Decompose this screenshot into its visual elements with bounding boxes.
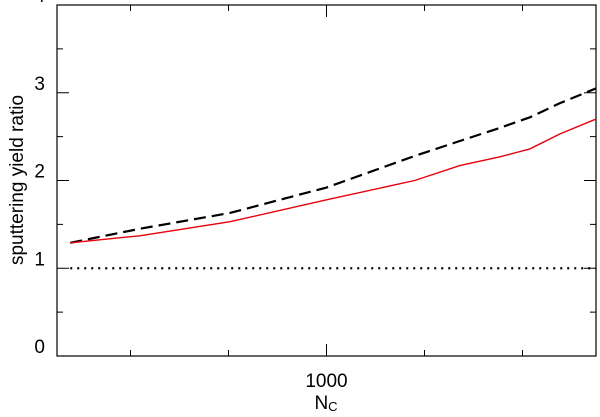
y-tick-label: 1 [34,249,45,270]
y-tick-label: 4 [34,0,45,7]
y-axis-label: sputtering yield ratio [7,95,28,265]
data-line [70,118,597,244]
plot-frame [56,4,597,357]
x-axis-label-sub: C [328,399,337,414]
x-tick-label: 1000 [305,371,347,392]
data-line [70,87,597,244]
x-axis-label: NC [314,393,337,414]
y-tick-label: 0 [34,337,45,358]
y-tick-label: 2 [34,162,45,183]
x-axis-label-main: N [314,393,328,414]
y-tick-label: 3 [34,74,45,95]
